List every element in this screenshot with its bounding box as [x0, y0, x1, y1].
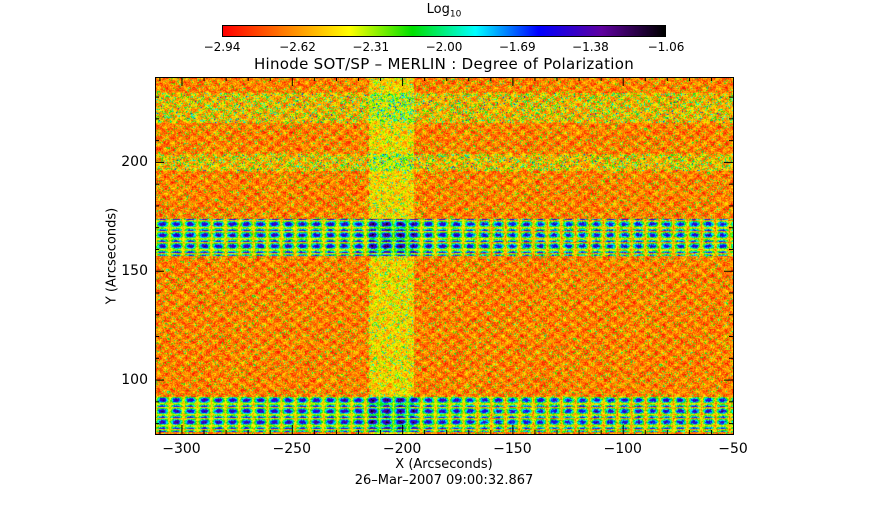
x-tick-label: −300	[162, 441, 201, 457]
x-tick-label: −250	[272, 441, 311, 457]
observation-timestamp: 26–Mar–2007 09:00:32.867	[354, 473, 534, 488]
x-tick-label: −50	[718, 441, 748, 457]
colorbar-tick-label: −2.00	[425, 40, 463, 54]
y-tick-label: 150	[121, 262, 148, 279]
colorbar-tick-label: −2.94	[203, 40, 241, 54]
colorbar-tick-label: −2.62	[279, 40, 316, 54]
x-axis-label: X (Arcseconds)	[395, 457, 493, 472]
colorbar-tick-label: −1.69	[498, 40, 536, 54]
polarization-heatmap	[155, 77, 733, 434]
plot-title: Hinode SOT/SP – MERLIN : Degree of Polar…	[253, 55, 635, 73]
y-axis-label: Y (Arcseconds)	[104, 207, 120, 305]
colorbar-tick-label: −1.06	[647, 40, 685, 54]
colorbar-title: Log10	[426, 2, 462, 20]
colorbar	[222, 25, 666, 37]
x-tick-label: −150	[493, 441, 532, 457]
x-tick-label: −200	[382, 441, 422, 457]
y-tick-label: 100	[121, 371, 148, 388]
y-tick-label: 200	[121, 153, 148, 170]
colorbar-tick-label: −2.31	[352, 40, 390, 54]
x-tick-label: −100	[603, 441, 642, 457]
colorbar-tick-label: −1.38	[572, 40, 609, 54]
